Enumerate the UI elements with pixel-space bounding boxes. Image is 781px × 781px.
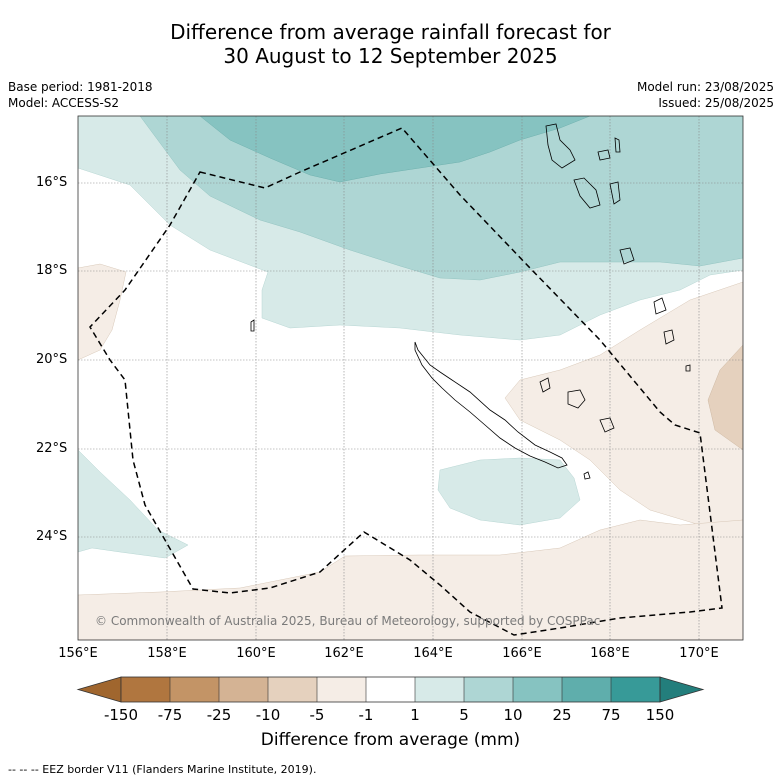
colorbar-dividers	[169, 677, 612, 702]
colorbar-label-minus-150: -150	[103, 706, 139, 724]
map-frame	[77, 115, 744, 641]
copyright-notice: © Commonwealth of Australia 2025, Bureau…	[95, 614, 601, 628]
lon-label-166e: 166°E	[502, 646, 542, 661]
colorbar-label-150: 150	[645, 706, 675, 724]
wet-region-north-medium	[199, 116, 591, 183]
colorbar-bin-8	[464, 677, 513, 702]
meta-left: Base period: 1981-2018 Model: ACCESS-S2	[8, 79, 153, 111]
wet-region-south-central	[437, 457, 581, 526]
lon-label-156e: 156°E	[58, 646, 98, 661]
colorbar-low-arrow	[76, 676, 122, 703]
eez-border	[89, 127, 723, 636]
island-east-3	[685, 364, 691, 372]
base-period: Base period: 1981-2018	[8, 80, 153, 94]
coastlines	[250, 123, 691, 480]
colorbar-bin-5	[317, 677, 366, 702]
lon-label-164e: 164°E	[413, 646, 453, 661]
lat-label-18s: 18°S	[36, 263, 68, 278]
dry-region-east	[504, 281, 743, 526]
colorbar-bin-4	[268, 677, 317, 702]
islet-west-1	[250, 319, 255, 332]
lon-label-168e: 168°E	[590, 646, 630, 661]
colorbar-label-minus-10: -10	[255, 706, 281, 724]
issued-date: Issued: 25/08/2025	[658, 96, 774, 110]
island-east-1	[653, 297, 667, 315]
loyalty-island-3	[599, 417, 615, 433]
dry-region-east-inner	[707, 344, 743, 451]
colorbar-label-minus-1: -1	[358, 706, 374, 724]
colorbar-bin-10	[562, 677, 611, 702]
island-east-2	[663, 329, 675, 345]
colorbar-bin-9	[513, 677, 562, 702]
island-south-1	[583, 471, 591, 480]
dry-region-west	[78, 263, 127, 361]
vanuatu-island-3	[614, 137, 621, 153]
colorbar-bin-6	[366, 677, 415, 702]
title-line-2: 30 August to 12 September 2025	[223, 44, 558, 68]
colorbar-bin-1	[121, 677, 170, 702]
loyalty-island-1	[539, 377, 551, 393]
colorbar-bin-2	[170, 677, 219, 702]
colorbar-label-5: 5	[459, 706, 469, 724]
lon-label-160e: 160°E	[236, 646, 276, 661]
colorbar-label-25: 25	[552, 706, 572, 724]
meta-right: Model run: 23/08/2025 Issued: 25/08/2025	[637, 79, 774, 111]
lon-label-162e: 162°E	[324, 646, 364, 661]
vanuatu-island-1	[545, 123, 576, 169]
colorbar-bin-7	[415, 677, 464, 702]
colorbar-label-minus-75: -75	[157, 706, 183, 724]
colorbar-label-minus-25: -25	[206, 706, 232, 724]
colorbar-label-minus-5: -5	[309, 706, 325, 724]
colorbar-label-75: 75	[601, 706, 621, 724]
lon-label-158e: 158°E	[147, 646, 187, 661]
colorbar-label-10: 10	[503, 706, 523, 724]
new-caledonia-coast	[414, 341, 568, 469]
lat-label-22s: 22°S	[36, 441, 68, 456]
lat-label-16s: 16°S	[36, 175, 68, 190]
lon-label-170e: 170°E	[679, 646, 719, 661]
colorbar-title: Difference from average (mm)	[260, 730, 521, 750]
dry-region-south	[78, 519, 743, 640]
wet-region-southwest	[78, 449, 189, 559]
map-area	[78, 116, 743, 640]
chart-title: Difference from average rainfall forecas…	[0, 20, 781, 68]
gridlines	[78, 116, 743, 640]
colorbar-bin-11	[611, 677, 660, 702]
title-line-1: Difference from average rainfall forecas…	[170, 20, 611, 44]
vanuatu-island-5	[609, 181, 621, 205]
lat-label-20s: 20°S	[36, 352, 68, 367]
vanuatu-island-2	[597, 149, 611, 161]
colorbar-label-1: 1	[410, 706, 420, 724]
lat-label-24s: 24°S	[36, 529, 68, 544]
colorbar-bin-3	[219, 677, 268, 702]
loyalty-island-2	[567, 389, 586, 409]
eez-border-legend: -- -- -- EEZ border V11 (Flanders Marine…	[8, 763, 317, 776]
vanuatu-island-6	[619, 247, 635, 265]
colorbar	[76, 676, 705, 703]
colorbar-frame	[120, 676, 661, 703]
vanuatu-island-4	[573, 177, 601, 209]
model-run: Model run: 23/08/2025	[636, 80, 774, 94]
model-name: Model: ACCESS-S2	[8, 96, 120, 110]
colorbar-high-arrow	[659, 676, 705, 703]
